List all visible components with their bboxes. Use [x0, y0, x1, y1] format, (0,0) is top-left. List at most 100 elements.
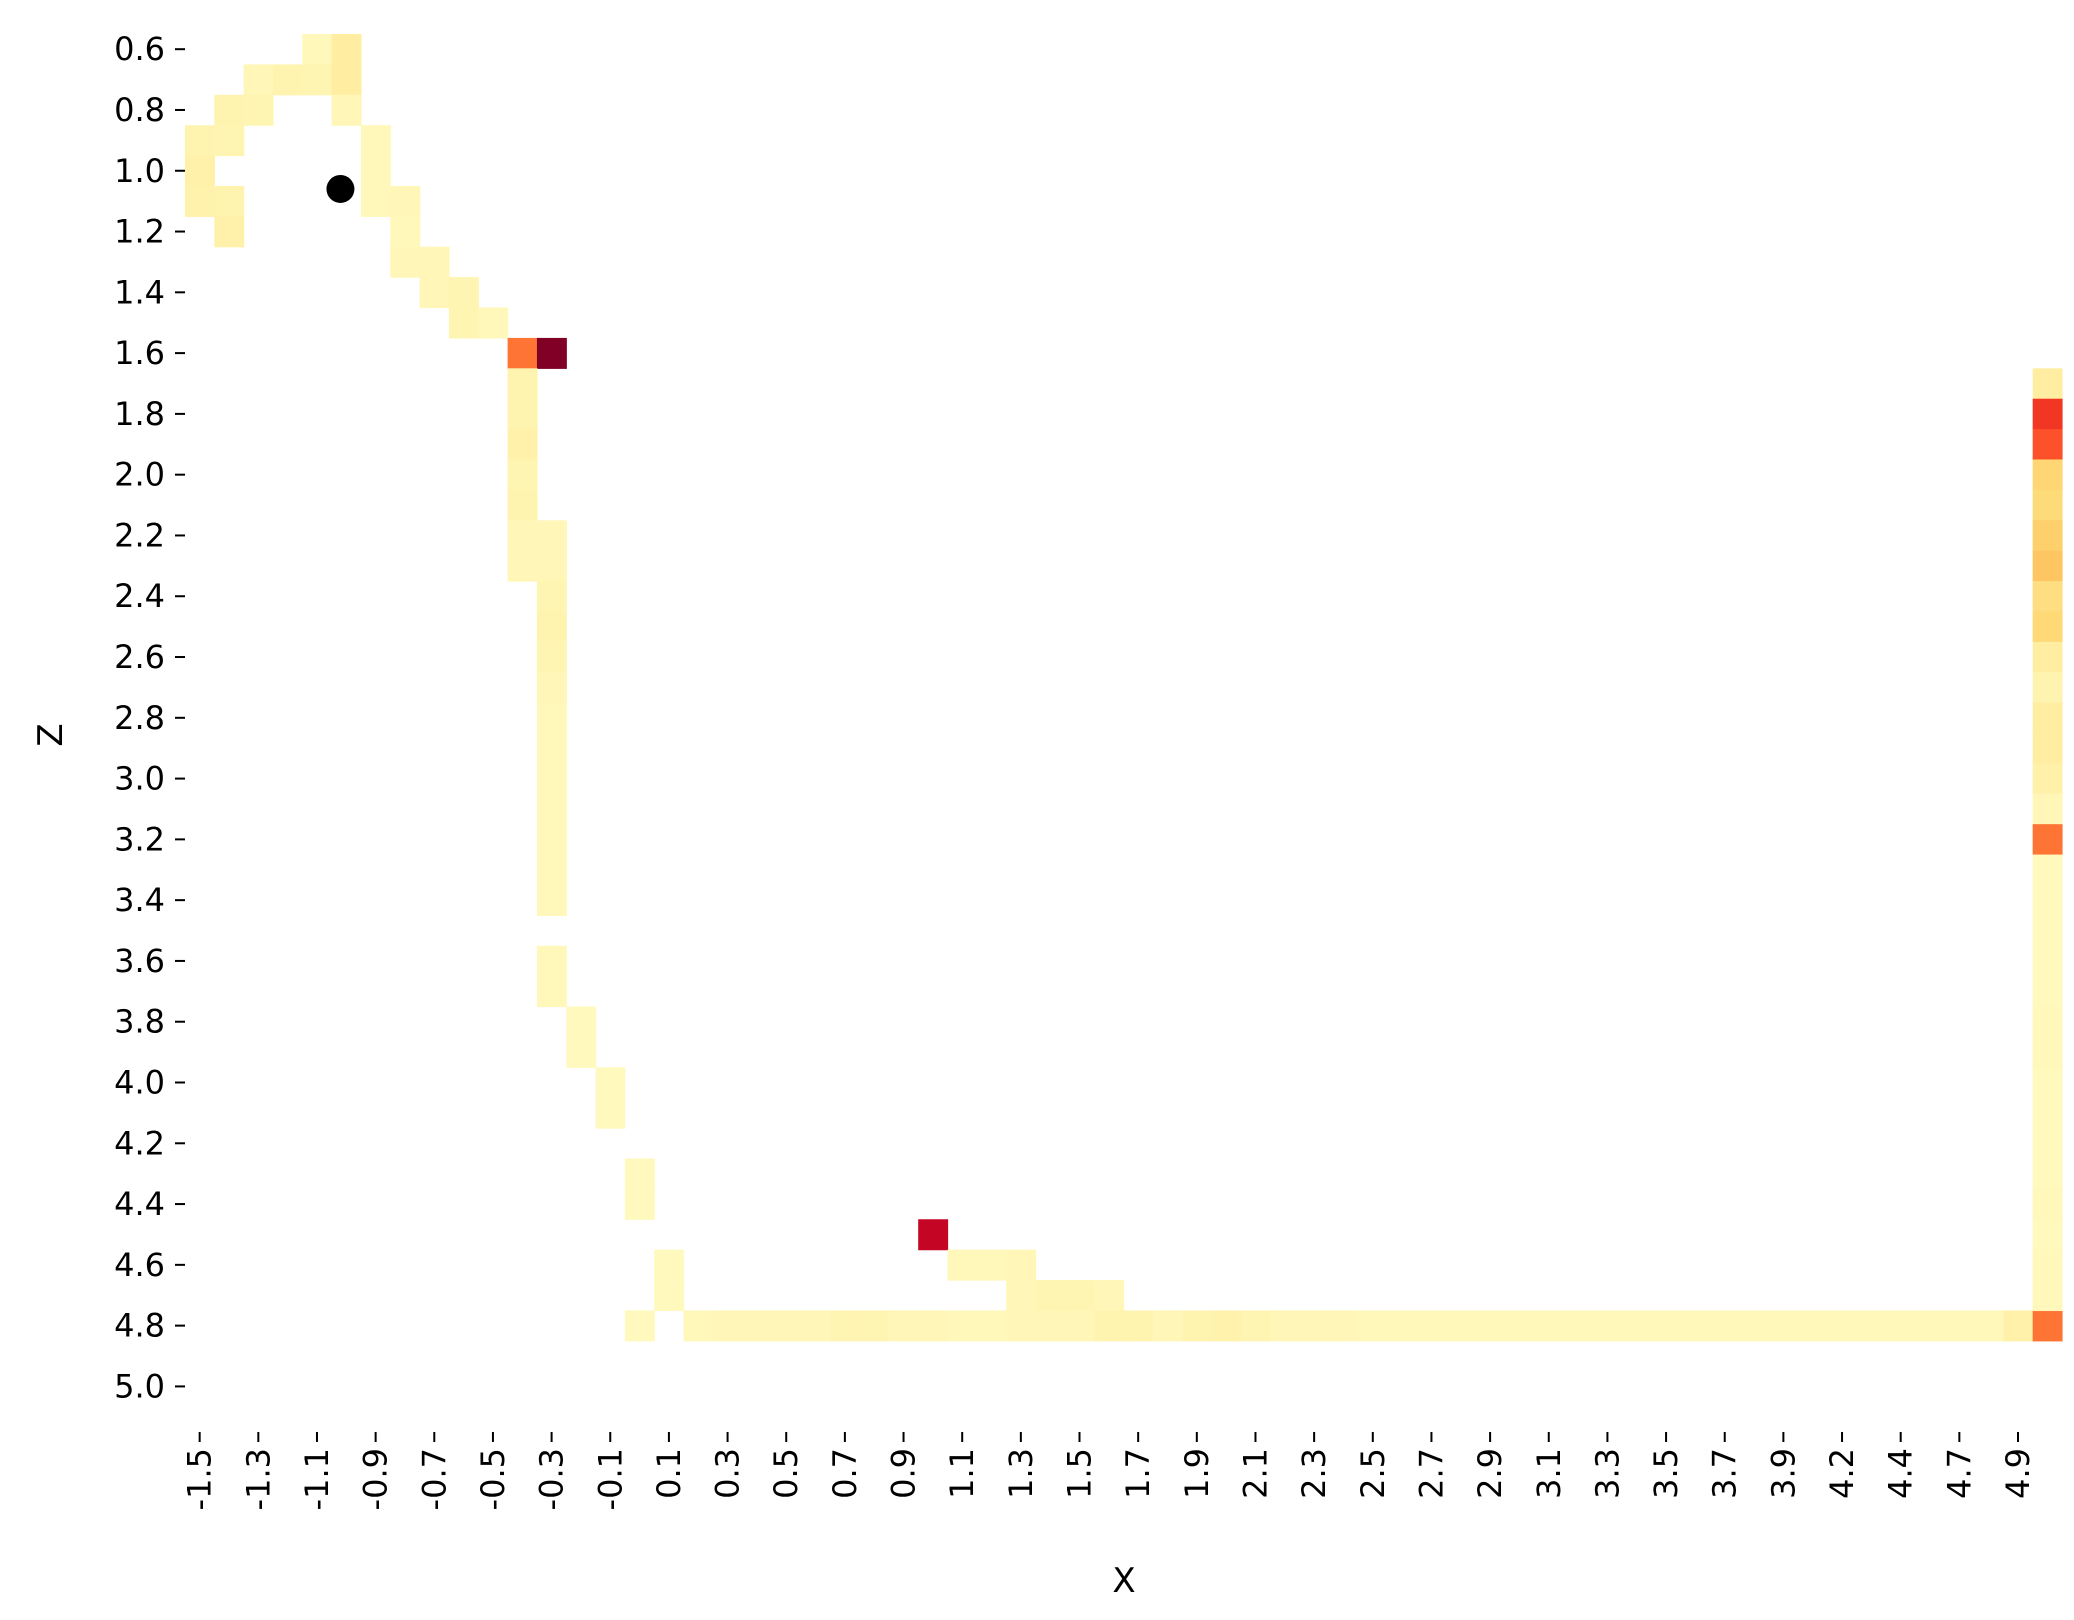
heatmap-cell [331, 94, 362, 126]
position-marker [326, 174, 355, 203]
heatmap-cell [536, 976, 567, 1008]
heatmap-cell [2032, 398, 2063, 430]
heatmap-cell [214, 216, 245, 248]
heatmap-cell [830, 1310, 861, 1342]
heatmap-cell [595, 1067, 626, 1099]
x-tick-label: 3.9 [1764, 1448, 1802, 1499]
heatmap-cell [507, 550, 538, 582]
heatmap-cell [536, 611, 567, 643]
x-tick-label: 4.2 [1823, 1448, 1861, 1499]
heatmap-cell [624, 1188, 655, 1220]
heatmap-cell [1974, 1310, 2004, 1342]
heatmap-cell [243, 64, 274, 96]
heatmap-cell [507, 398, 538, 430]
y-tick-label: 1.0 [114, 152, 165, 190]
x-tick-label: -0.1 [591, 1448, 629, 1510]
y-tick-label: 3.8 [114, 1003, 165, 1041]
heatmap-cell [419, 246, 450, 278]
heatmap-cell [2032, 793, 2063, 825]
heatmap-cell [360, 155, 391, 187]
heatmap-cell [360, 185, 391, 217]
heatmap-cell [331, 34, 362, 65]
heatmap-cell [536, 824, 567, 856]
y-tick-label: 0.6 [114, 30, 165, 68]
x-tick-label: -0.9 [357, 1448, 395, 1510]
heatmap-cell [214, 185, 245, 217]
heatmap-cell [536, 672, 567, 704]
heatmap-cell [1299, 1310, 1330, 1342]
y-tick-label: 1.4 [114, 273, 165, 311]
x-axis: -1.5 -1.3 -1.1 -0.9 -0.7 -0.5 -0.3 -0.1 0.1 0.3 0.… [181, 1432, 2037, 1510]
y-axis: 0.6 0.8 1.0 1.2 1.4 1.6 1.8 2.0 2.2 2.4 2.6 2.8 3.0 3… [114, 30, 185, 1405]
heatmap-cell [2032, 915, 2063, 947]
heatmap-cell [1827, 1310, 1858, 1342]
heatmap-cell [1592, 1310, 1623, 1342]
heatmap-cell [1798, 1310, 1828, 1342]
heatmap-cell [2032, 1158, 2063, 1190]
heatmap-cell [976, 1310, 1007, 1342]
x-tick-label: 4.4 [1882, 1448, 1920, 1499]
heatmap-cell [566, 1036, 597, 1068]
heatmap-cell [331, 64, 362, 96]
y-tick-label: 4.4 [114, 1185, 165, 1223]
heatmap-cell [2032, 1128, 2063, 1160]
heatmap-cell [2032, 1188, 2063, 1220]
heatmap-cell [2032, 976, 2063, 1008]
x-tick-label: 3.5 [1647, 1448, 1685, 1499]
heatmap-cell [1211, 1310, 1242, 1342]
heatmap-cell [302, 64, 333, 96]
heatmap-cell [214, 125, 245, 157]
y-tick-label: 1.2 [114, 213, 165, 251]
heatmap-cell [1035, 1310, 1066, 1342]
heatmap-cell [1006, 1310, 1037, 1342]
heatmap-cell [390, 185, 421, 217]
heatmap-cell [1446, 1310, 1477, 1342]
y-tick-label: 2.0 [114, 456, 165, 494]
heatmap-cell [800, 1310, 831, 1342]
heatmap-cell [1944, 1310, 1975, 1342]
heatmap-cell [1768, 1310, 1799, 1342]
heatmap-cell [595, 1097, 626, 1129]
x-tick-label: 0.3 [709, 1448, 747, 1499]
heatmap-cell [1534, 1310, 1565, 1342]
heatmap-cell [536, 854, 567, 886]
heatmap-cell [2032, 945, 2063, 977]
heatmap-cells [185, 34, 2063, 1342]
heatmap-cell [947, 1249, 978, 1281]
heatmap-cell [536, 337, 567, 369]
heatmap-cell [448, 307, 479, 339]
heatmap-cell [2032, 1006, 2063, 1038]
heatmap-cell [1504, 1310, 1535, 1342]
heatmap-cell [2032, 1249, 2063, 1281]
heatmap-cell [859, 1310, 890, 1342]
heatmap-cell [536, 884, 567, 916]
heatmap-cell [1416, 1310, 1447, 1342]
y-tick-label: 3.0 [114, 760, 165, 798]
heatmap-cell [302, 34, 333, 65]
heatmap-cell [419, 277, 450, 309]
heatmap-cell [2032, 763, 2063, 795]
heatmap-cell [1182, 1310, 1213, 1342]
heatmap-cell [2032, 550, 2063, 582]
heatmap-cell [1651, 1310, 1682, 1342]
heatmap-cell [1240, 1310, 1271, 1342]
heatmap-cell [1739, 1310, 1770, 1342]
heatmap-cell [2032, 854, 2063, 886]
heatmap-cell [536, 702, 567, 734]
x-tick-label: -1.5 [181, 1448, 219, 1510]
x-tick-label: 1.1 [943, 1448, 981, 1499]
heatmap-cell [2032, 581, 2063, 613]
heatmap-cell [507, 489, 538, 521]
x-tick-label: 0.5 [767, 1448, 805, 1499]
x-tick-label: 0.1 [650, 1448, 688, 1499]
heatmap-cell [947, 1310, 978, 1342]
heatmap-cell [390, 216, 421, 248]
heatmap-cell [771, 1310, 802, 1342]
heatmap-cell [1915, 1310, 1946, 1342]
x-tick-label: 3.3 [1588, 1448, 1626, 1499]
heatmap-cell [390, 246, 421, 278]
heatmap-cell [1328, 1310, 1359, 1342]
heatmap-cell [2032, 641, 2063, 673]
heatmap-cell [1475, 1310, 1506, 1342]
